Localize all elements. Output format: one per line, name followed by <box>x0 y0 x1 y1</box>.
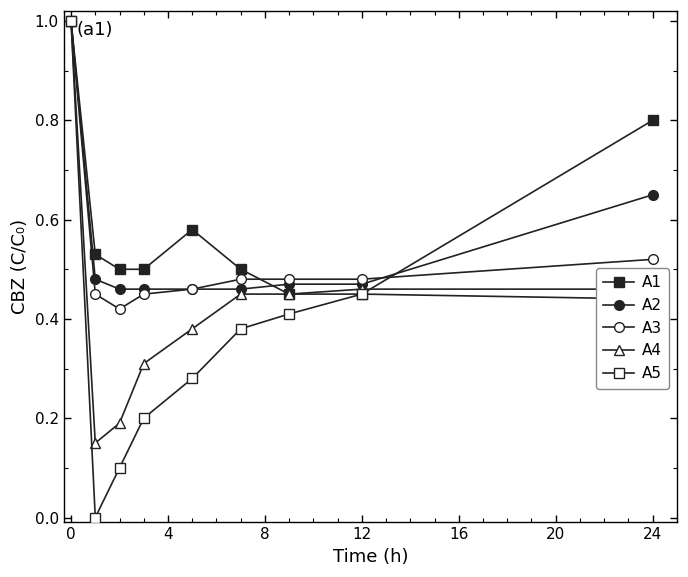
A1 <box>358 291 366 298</box>
A2 <box>116 286 124 293</box>
A1 <box>67 17 75 24</box>
A4 <box>649 286 657 293</box>
Legend: A1, A2, A3, A4, A5: A1, A2, A3, A4, A5 <box>596 268 669 388</box>
A4 <box>285 291 293 298</box>
A4 <box>188 325 196 332</box>
A2 <box>67 17 75 24</box>
A1 <box>116 266 124 273</box>
Line: A4: A4 <box>66 16 658 448</box>
A3 <box>188 286 196 293</box>
Line: A2: A2 <box>66 16 658 294</box>
A5 <box>91 514 99 521</box>
A2 <box>358 280 366 287</box>
A2 <box>140 286 148 293</box>
A2 <box>188 286 196 293</box>
A5 <box>140 415 148 422</box>
A2 <box>237 286 245 293</box>
A5 <box>116 464 124 471</box>
A3 <box>140 291 148 298</box>
A3 <box>116 306 124 313</box>
A1 <box>140 266 148 273</box>
A5 <box>237 325 245 332</box>
A5 <box>358 291 366 298</box>
A4 <box>140 360 148 367</box>
A5 <box>188 375 196 382</box>
A4 <box>91 440 99 447</box>
A3 <box>237 276 245 283</box>
A4 <box>116 419 124 426</box>
A5 <box>67 17 75 24</box>
Text: (a1): (a1) <box>76 21 113 39</box>
A4 <box>358 286 366 293</box>
A2 <box>285 280 293 287</box>
A2 <box>649 192 657 198</box>
A3 <box>649 256 657 263</box>
A3 <box>358 276 366 283</box>
A3 <box>67 17 75 24</box>
A1 <box>188 226 196 233</box>
A1 <box>91 251 99 258</box>
Y-axis label: CBZ (C/C₀): CBZ (C/C₀) <box>11 219 29 314</box>
A4 <box>67 17 75 24</box>
A5 <box>649 295 657 302</box>
Line: A1: A1 <box>66 16 658 299</box>
A3 <box>91 291 99 298</box>
Line: A5: A5 <box>66 16 658 522</box>
A1 <box>649 117 657 124</box>
A5 <box>285 310 293 317</box>
A1 <box>237 266 245 273</box>
A1 <box>285 291 293 298</box>
X-axis label: Time (h): Time (h) <box>332 548 408 566</box>
A2 <box>91 276 99 283</box>
A3 <box>285 276 293 283</box>
Line: A3: A3 <box>66 16 658 314</box>
A4 <box>237 291 245 298</box>
